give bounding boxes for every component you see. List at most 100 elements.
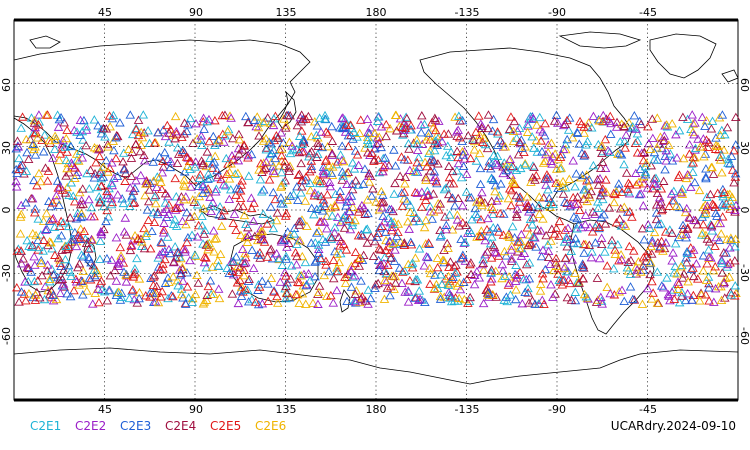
observation-triangle — [199, 257, 210, 267]
observation-triangle — [370, 236, 380, 246]
observation-triangle — [338, 171, 348, 180]
observation-triangle — [596, 292, 606, 301]
observation-triangle — [390, 278, 401, 287]
observation-triangle — [21, 198, 31, 207]
observation-triangle — [647, 238, 658, 247]
observation-triangle — [612, 117, 622, 127]
observation-triangle — [179, 194, 189, 204]
observation-triangle — [717, 258, 727, 268]
observation-triangle — [498, 209, 509, 218]
observation-triangle — [277, 260, 288, 269]
observation-triangle — [303, 269, 314, 278]
observation-triangle — [551, 253, 561, 263]
observation-triangle — [89, 173, 100, 182]
observation-triangle — [114, 257, 125, 267]
observation-triangle — [450, 201, 460, 210]
observation-triangle — [214, 293, 225, 303]
observation-triangle — [399, 154, 410, 164]
observation-triangle — [300, 257, 311, 267]
observation-triangle — [689, 130, 699, 139]
observation-triangle — [586, 252, 597, 262]
observation-triangle — [571, 169, 582, 178]
observation-triangle — [508, 178, 519, 187]
observation-triangle — [335, 236, 346, 245]
observation-triangle — [277, 156, 287, 165]
observation-triangle — [222, 126, 233, 136]
observation-triangle — [246, 203, 257, 213]
observation-triangle — [181, 152, 192, 161]
observation-triangle — [282, 288, 292, 298]
observation-triangle — [334, 232, 344, 241]
observation-triangle — [115, 242, 126, 252]
observation-triangle — [15, 229, 26, 238]
observation-triangle — [240, 258, 251, 267]
observation-triangle — [210, 115, 220, 125]
observation-triangle — [707, 116, 718, 125]
observation-triangle — [37, 135, 47, 145]
observation-triangle — [149, 297, 159, 307]
observation-triangle — [444, 290, 455, 299]
observation-triangle — [26, 193, 36, 203]
lon-label-top: 45 — [98, 6, 112, 19]
observation-triangle — [151, 198, 161, 208]
observation-triangle — [65, 291, 76, 301]
observation-triangle — [326, 121, 337, 131]
observation-triangle — [381, 277, 392, 286]
observation-triangle — [566, 200, 576, 209]
observation-triangle — [170, 215, 180, 224]
observation-triangle — [461, 187, 472, 196]
observation-triangle — [179, 180, 189, 189]
observation-triangle — [506, 245, 517, 254]
observation-triangle — [106, 178, 117, 187]
observation-triangle — [412, 145, 423, 154]
observation-triangle — [349, 127, 359, 136]
observation-triangle — [210, 187, 221, 196]
observation-triangle — [327, 211, 338, 220]
observation-triangle — [239, 210, 250, 220]
observation-triangle — [170, 173, 181, 183]
observation-triangle — [237, 176, 247, 185]
observation-triangle — [647, 276, 657, 286]
observation-triangle — [347, 220, 358, 230]
observation-triangle — [636, 189, 646, 198]
observation-triangle — [627, 122, 638, 131]
observation-triangle — [497, 138, 508, 148]
observation-triangle — [682, 289, 693, 298]
observation-triangle — [502, 296, 512, 306]
observation-triangle — [125, 245, 136, 255]
observation-triangle — [282, 242, 292, 251]
observation-triangle — [474, 135, 485, 144]
observation-triangle — [460, 237, 470, 247]
observation-triangle — [347, 158, 358, 167]
observation-triangle — [125, 110, 136, 119]
observation-triangle — [695, 142, 706, 151]
observation-triangle — [652, 113, 663, 122]
observation-triangle — [199, 229, 209, 238]
observation-triangle — [491, 292, 501, 301]
observation-triangle — [255, 174, 266, 184]
observation-triangle — [51, 195, 62, 204]
observation-triangle — [410, 253, 421, 262]
observation-triangle — [341, 216, 352, 225]
observation-triangle — [686, 159, 697, 168]
observation-triangle — [172, 158, 183, 167]
observation-triangle — [699, 152, 709, 161]
observation-triangle — [404, 144, 414, 153]
observation-triangle — [730, 291, 740, 300]
observation-triangle — [40, 281, 51, 291]
observation-triangle — [651, 200, 662, 209]
observation-triangle — [304, 152, 314, 161]
observation-triangle — [86, 235, 97, 244]
observation-triangle — [730, 281, 741, 290]
observation-triangle — [431, 176, 442, 186]
observation-triangle — [163, 191, 173, 201]
observation-triangle — [572, 128, 583, 137]
observation-triangle — [523, 201, 534, 210]
observation-triangle — [674, 170, 685, 179]
observation-triangle — [62, 182, 73, 192]
observation-triangle — [232, 278, 243, 287]
observation-triangle — [554, 231, 564, 240]
observation-triangle — [116, 288, 127, 297]
observation-triangle — [198, 179, 208, 189]
observation-triangle — [348, 202, 358, 211]
